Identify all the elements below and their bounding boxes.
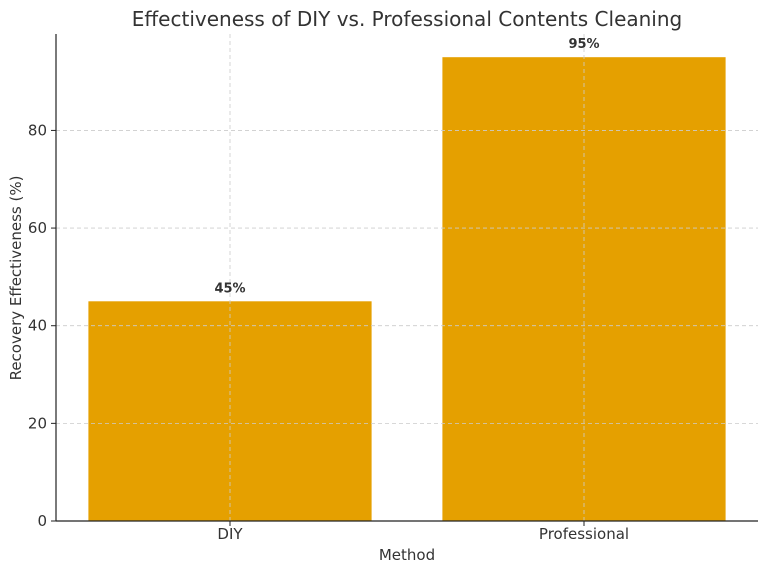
data-label: 95% — [568, 37, 599, 52]
x-tick-label: Professional — [539, 525, 629, 543]
bar-diy — [88, 301, 372, 521]
y-axis-label: Recovery Effectiveness (%) — [7, 176, 25, 381]
x-tick-label: DIY — [217, 525, 243, 543]
y-tick-label: 80 — [28, 121, 47, 139]
y-tick-label: 20 — [28, 414, 47, 432]
y-tick-label: 0 — [37, 512, 47, 530]
data-label: 45% — [214, 281, 245, 296]
x-axis-label: Method — [379, 546, 435, 564]
y-tick-label: 60 — [28, 219, 47, 237]
y-tick-label: 40 — [28, 317, 47, 335]
chart-title: Effectiveness of DIY vs. Professional Co… — [132, 7, 682, 31]
